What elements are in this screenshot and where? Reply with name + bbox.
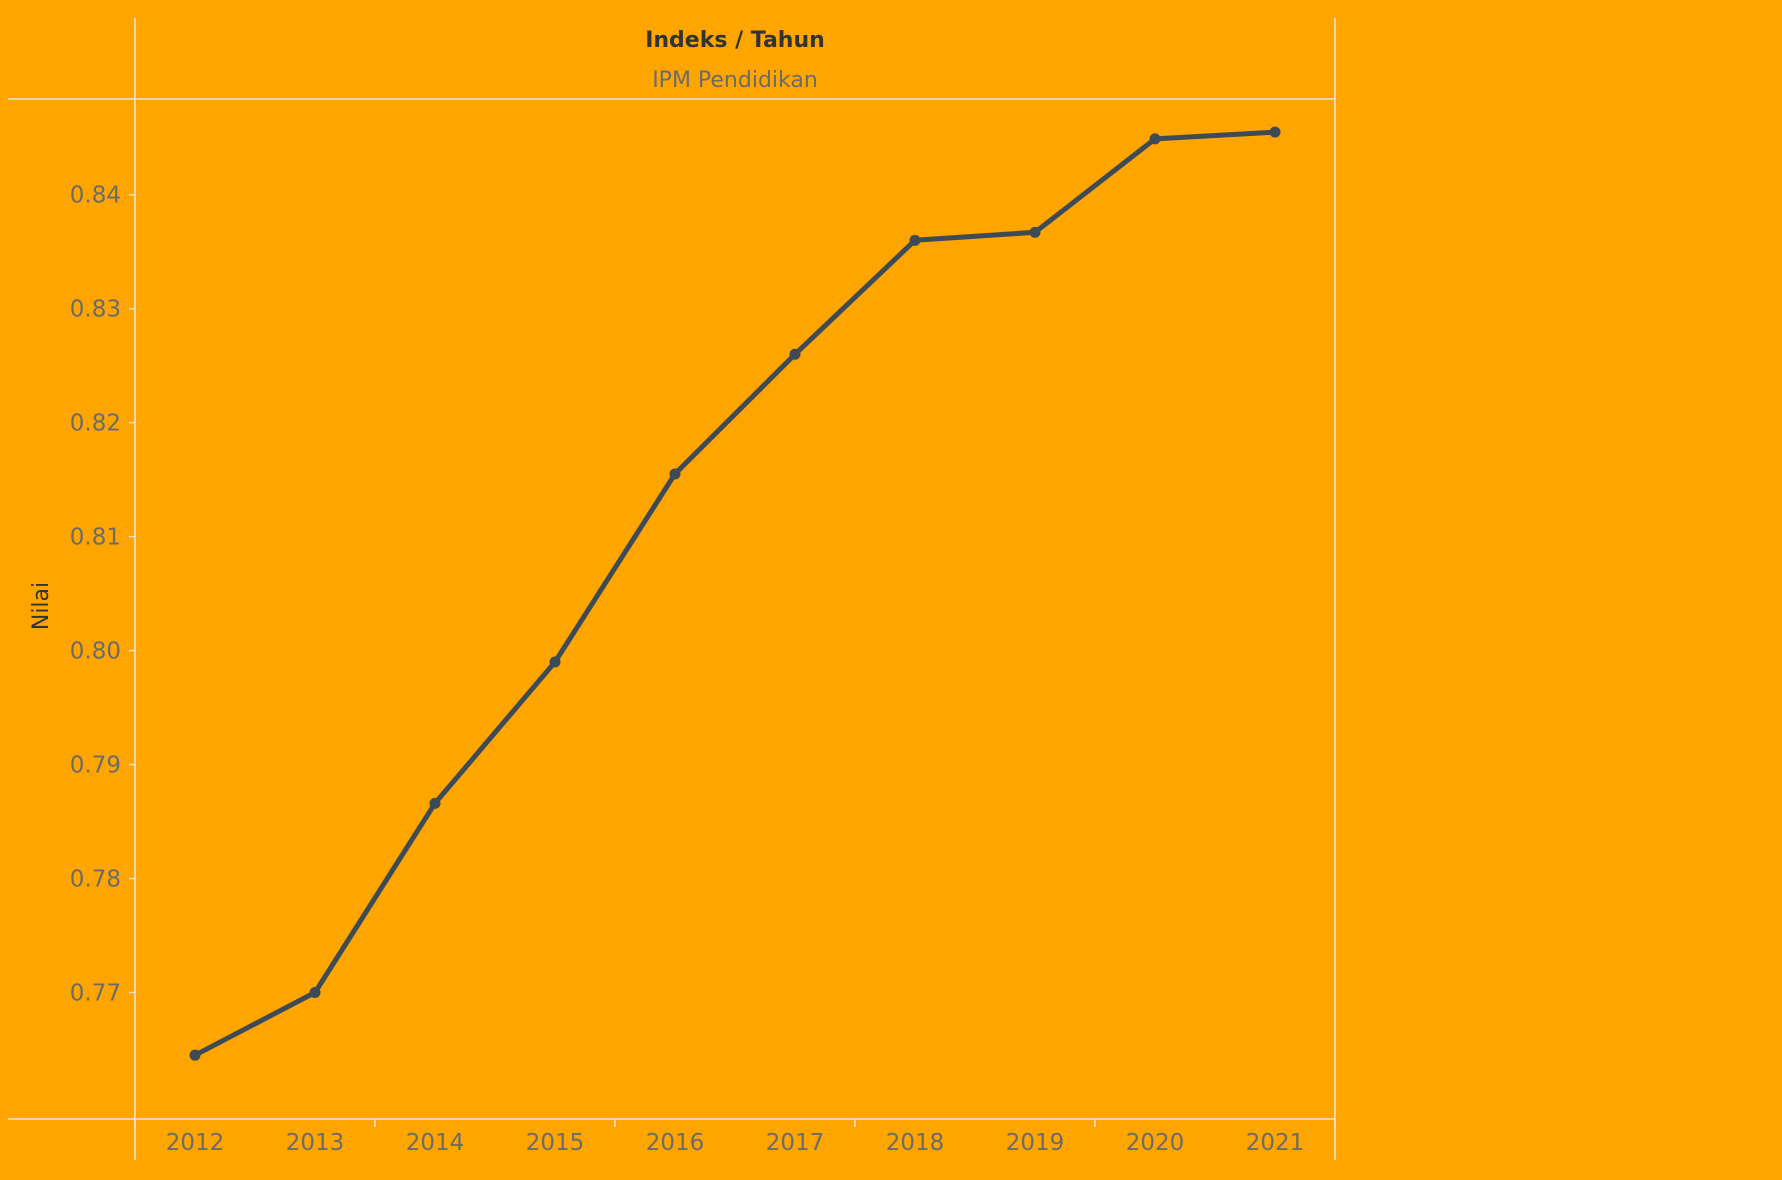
data-point[interactable] — [1029, 226, 1041, 238]
y-tick-label: 0.79 — [70, 753, 121, 779]
x-tick-label: 2013 — [286, 1130, 345, 1156]
x-tick-label: 2020 — [1126, 1130, 1185, 1156]
data-point[interactable] — [309, 986, 321, 998]
y-axis: 0.77 0.78 0.79 0.80 0.81 0.82 0.83 0.84 — [70, 183, 135, 1006]
plot-area — [189, 126, 1281, 1061]
y-tick-label: 0.78 — [70, 867, 121, 893]
x-tick-label: 2018 — [886, 1130, 945, 1156]
y-tick-label: 0.81 — [70, 525, 121, 551]
data-point[interactable] — [549, 656, 561, 668]
data-point[interactable] — [1269, 126, 1281, 138]
chart-frame — [8, 18, 1336, 1160]
x-tick-label: 2021 — [1246, 1130, 1305, 1156]
x-tick-label: 2012 — [166, 1130, 225, 1156]
chart-header: Indeks / Tahun IPM Pendidikan — [645, 28, 825, 93]
x-tick-label: 2017 — [766, 1130, 825, 1156]
chart-title: Indeks / Tahun — [645, 28, 825, 53]
y-axis-title: Nilai — [29, 582, 54, 630]
data-point[interactable] — [189, 1049, 201, 1061]
y-tick-label: 0.77 — [70, 980, 121, 1006]
data-point[interactable] — [1149, 133, 1161, 145]
y-tick-label: 0.84 — [70, 183, 121, 209]
data-point[interactable] — [909, 234, 921, 246]
x-axis: 2012 2013 2014 2015 2016 2017 2018 2019 2020 2021 — [134, 1119, 1336, 1156]
data-point[interactable] — [429, 797, 441, 809]
x-tick-label: 2014 — [406, 1130, 465, 1156]
chart-subtitle: IPM Pendidikan — [652, 68, 818, 93]
x-tick-label: 2015 — [526, 1130, 585, 1156]
series-line — [192, 129, 1278, 1058]
x-tick-label: 2016 — [646, 1130, 705, 1156]
data-point[interactable] — [789, 348, 801, 360]
y-tick-label: 0.80 — [70, 639, 121, 665]
y-tick-label: 0.82 — [70, 411, 121, 437]
y-tick-label: 0.83 — [70, 297, 121, 323]
x-tick-label: 2019 — [1006, 1130, 1065, 1156]
data-point[interactable] — [669, 468, 681, 480]
